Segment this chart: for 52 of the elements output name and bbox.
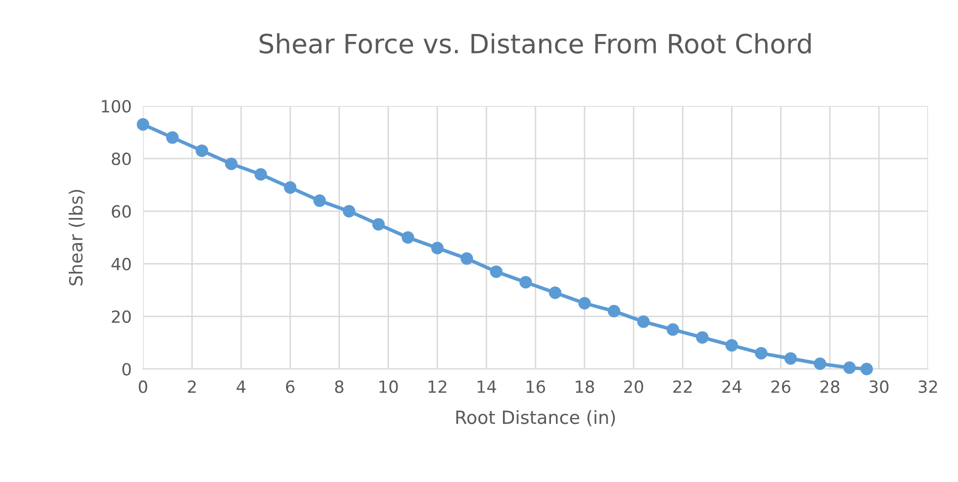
y-tick-label: 80 xyxy=(112,152,131,166)
point xyxy=(490,265,502,278)
x-tick-label: 6 xyxy=(286,380,294,394)
y-tick-label: 20 xyxy=(112,310,131,323)
y-tick-label: 40 xyxy=(111,258,131,270)
x-tick-label: 4 xyxy=(236,380,246,393)
x-tick-label: 30 xyxy=(870,380,888,394)
point xyxy=(313,194,326,207)
x-tick-label: 22 xyxy=(673,380,692,393)
y-tick-label: 100 xyxy=(102,100,131,113)
x-tick-label: 14 xyxy=(478,380,496,393)
point xyxy=(754,346,768,360)
point xyxy=(608,304,620,318)
point xyxy=(342,204,356,218)
x-tick-label: 2 xyxy=(188,380,196,393)
point xyxy=(814,357,826,370)
x-axis-title: Root Distance (in) xyxy=(456,410,615,426)
x-tick-label: 32 xyxy=(918,380,937,394)
point xyxy=(548,286,562,299)
point xyxy=(860,362,873,376)
x-tick-label: 26 xyxy=(771,380,790,394)
x-tick-label: 12 xyxy=(428,380,446,393)
point xyxy=(666,323,680,336)
x-tick-label: 10 xyxy=(380,380,398,394)
point xyxy=(578,297,591,310)
x-tick-label: 16 xyxy=(526,380,546,394)
y-tick-label: 60 xyxy=(112,205,131,218)
x-tick-label: 18 xyxy=(576,380,594,394)
point xyxy=(166,131,179,144)
point xyxy=(784,352,797,365)
point xyxy=(519,276,532,288)
x-tick-label: 0 xyxy=(138,380,148,394)
x-tick-label: 20 xyxy=(624,380,644,394)
point xyxy=(284,181,296,194)
x-tick-label: 24 xyxy=(722,380,742,393)
point xyxy=(136,118,150,131)
x-tick-label: 8 xyxy=(335,380,344,394)
point xyxy=(372,218,385,231)
point xyxy=(402,231,414,244)
point xyxy=(843,361,856,374)
point xyxy=(726,339,738,352)
x-tick-label: 28 xyxy=(820,380,840,394)
point xyxy=(196,144,208,157)
point xyxy=(637,315,650,328)
point xyxy=(431,242,444,254)
point xyxy=(225,158,238,170)
point xyxy=(254,168,267,181)
point xyxy=(696,331,709,344)
point xyxy=(460,252,474,265)
y-tick-label: 0 xyxy=(122,362,131,376)
y-axis-title: Shear (lbs) xyxy=(68,190,85,286)
chart-title: Shear Force vs. Distance From Root Chord xyxy=(260,33,811,54)
